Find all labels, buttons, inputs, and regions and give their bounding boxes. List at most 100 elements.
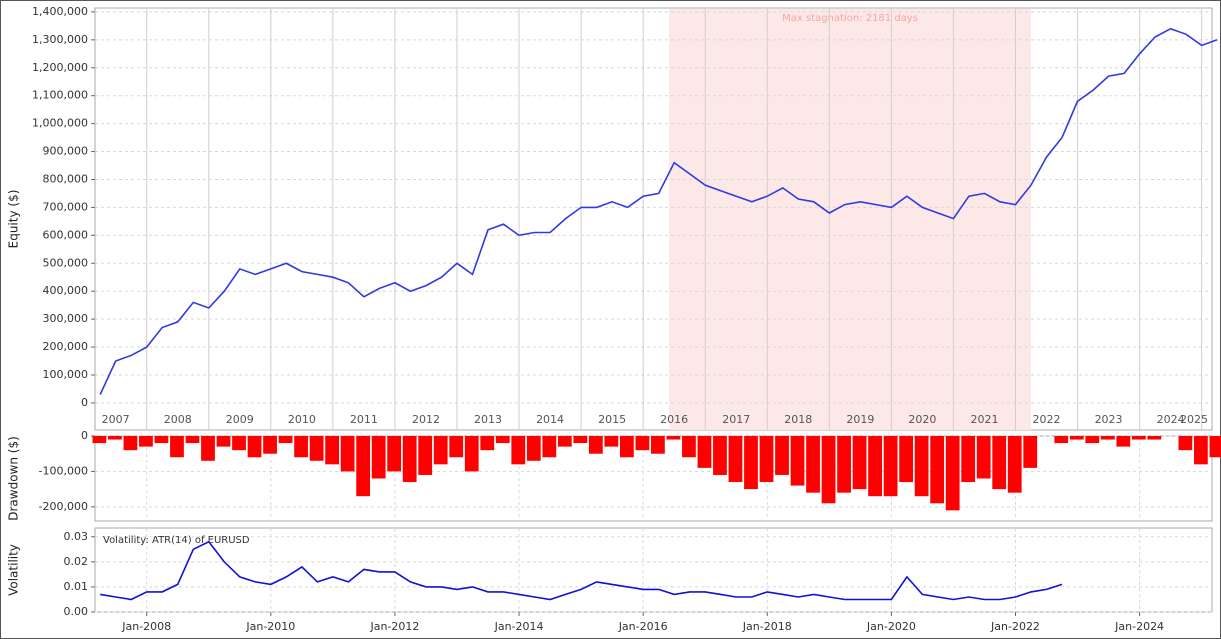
- drawdown-bar: [1007, 436, 1022, 493]
- x-tick-label: Jan-2012: [369, 620, 419, 633]
- drawdown-bar: [1194, 436, 1208, 465]
- drawdown-bar: [356, 436, 371, 497]
- x-tick-label: Jan-2022: [990, 620, 1040, 633]
- legend-label: Volatility: ATR(14) of EURUSD: [103, 535, 250, 546]
- drawdown-bar: [449, 436, 464, 458]
- year-label: 2024: [1157, 413, 1185, 426]
- drawdown-bar: [1085, 436, 1100, 444]
- y-tick-label: 800,000: [43, 172, 89, 185]
- y-tick-label: 0.00: [64, 605, 89, 618]
- y-axis-title: Drawdown ($): [7, 436, 21, 521]
- x-tick-label: Jan-2016: [618, 620, 668, 633]
- year-label: 2007: [102, 413, 130, 426]
- year-label: 2025: [1180, 413, 1208, 426]
- year-label: 2008: [164, 413, 192, 426]
- year-label: 2011: [350, 413, 378, 426]
- y-tick-label: 100,000: [43, 368, 89, 381]
- year-label: 2021: [970, 413, 998, 426]
- drawdown-bar: [713, 436, 727, 475]
- drawdown-bar: [790, 436, 805, 486]
- y-tick-label: 1,000,000: [32, 117, 88, 130]
- year-label: 2010: [288, 413, 316, 426]
- y-axis-title: Volatility: [7, 544, 21, 596]
- drawdown-bar: [340, 436, 355, 472]
- drawdown-bar: [604, 436, 619, 447]
- drawdown-bar: [992, 436, 1007, 490]
- drawdown-bar: [899, 436, 914, 483]
- drawdown-bar: [108, 436, 122, 440]
- year-label: 2019: [846, 413, 874, 426]
- y-tick-label: 1,200,000: [32, 61, 88, 74]
- drawdown-bar: [852, 436, 867, 490]
- x-tick-label: Jan-2014: [494, 620, 544, 633]
- drawdown-bar: [914, 436, 929, 497]
- drawdown-bar: [728, 436, 743, 483]
- drawdown-bar: [619, 436, 634, 458]
- y-tick-label: 0.01: [64, 580, 89, 593]
- drawdown-bar: [464, 436, 479, 472]
- drawdown-bar: [821, 436, 836, 504]
- y-tick-label: -100,000: [39, 464, 88, 477]
- y-tick-label: 0: [81, 396, 88, 409]
- drawdown-bar: [139, 436, 153, 447]
- drawdown-bar: [185, 436, 200, 444]
- x-tick-label: Jan-2008: [121, 620, 171, 633]
- y-tick-label: 400,000: [43, 284, 89, 297]
- drawdown-bar: [278, 436, 293, 444]
- year-label: 2014: [536, 413, 564, 426]
- drawdown-bar: [1116, 436, 1131, 447]
- drawdown-bar: [1209, 436, 1221, 458]
- drawdown-bar: [930, 436, 945, 504]
- drawdown-bar: [697, 436, 712, 468]
- drawdown-bar: [480, 436, 495, 451]
- y-tick-label: 200,000: [43, 340, 89, 353]
- y-axis-title: Equity ($): [7, 190, 21, 249]
- y-tick-label: 1,100,000: [32, 89, 88, 102]
- drawdown-bar: [511, 436, 526, 465]
- drawdown-bar: [123, 436, 138, 451]
- drawdown-bar: [1069, 436, 1084, 440]
- drawdown-bar: [1100, 436, 1115, 440]
- plot-area: [94, 7, 1213, 431]
- drawdown-bar: [868, 436, 882, 497]
- drawdown-bar: [806, 436, 820, 493]
- stagnation-region: [669, 9, 1032, 430]
- stagnation-label: Max stagnation: 2181 days: [782, 13, 918, 24]
- drawdown-bar: [232, 436, 246, 451]
- drawdown-bar: [263, 436, 277, 454]
- drawdown-bar: [170, 436, 184, 458]
- y-tick-label: 0.02: [64, 555, 89, 568]
- drawdown-bar: [294, 436, 308, 458]
- y-tick-label: 1,300,000: [32, 33, 88, 46]
- plot-area: [94, 527, 1213, 613]
- x-tick-label: Jan-2018: [742, 620, 792, 633]
- year-label: 2022: [1033, 413, 1061, 426]
- y-tick-label: 900,000: [43, 145, 89, 158]
- drawdown-bar: [666, 436, 681, 440]
- y-tick-label: 500,000: [43, 256, 89, 269]
- drawdown-bar: [433, 436, 448, 465]
- series-line: [100, 540, 1063, 601]
- year-label: 2023: [1095, 413, 1123, 426]
- drawdown-bar: [573, 436, 588, 444]
- y-tick-label: 0: [81, 429, 88, 442]
- drawdown-bar: [495, 436, 510, 444]
- drawdown-bar: [201, 436, 215, 461]
- drawdown-bar: [1023, 436, 1038, 468]
- drawdown-bar: [418, 436, 433, 475]
- drawdown-bar: [775, 436, 789, 475]
- year-label: 2017: [722, 413, 750, 426]
- drawdown-bar: [759, 436, 774, 483]
- drawdown-bar: [837, 436, 851, 493]
- year-label: 2012: [412, 413, 440, 426]
- y-tick-label: 600,000: [43, 228, 89, 241]
- drawdown-bar: [216, 436, 231, 447]
- drawdown-bar: [387, 436, 402, 472]
- y-tick-label: 300,000: [43, 312, 89, 325]
- drawdown-bar: [744, 436, 758, 490]
- year-label: 2016: [660, 413, 688, 426]
- year-label: 2009: [226, 413, 254, 426]
- drawdown-bar: [1147, 436, 1162, 440]
- drawdown-bar: [1131, 436, 1146, 440]
